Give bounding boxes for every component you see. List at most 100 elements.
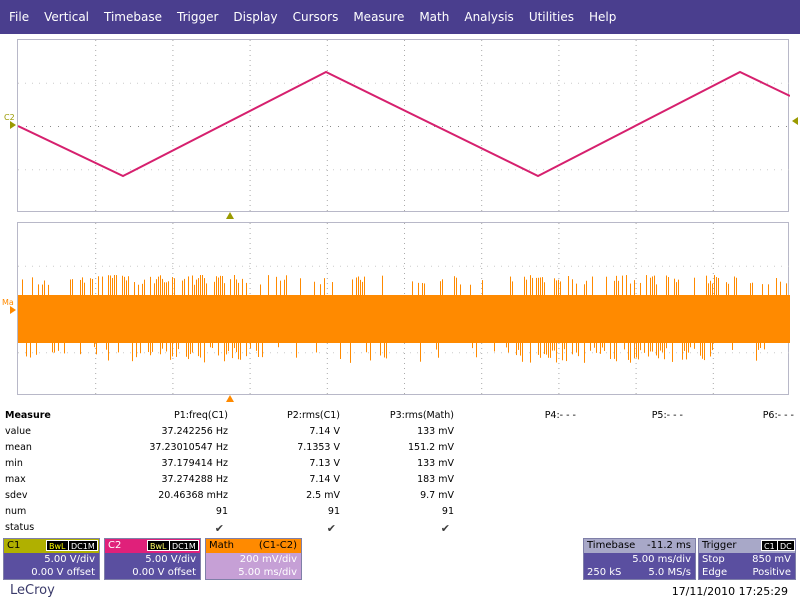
math-trace-segment: [578, 339, 579, 357]
grid-dot: [172, 115, 174, 116]
grid-dot: [712, 95, 714, 96]
grid-dot: [404, 238, 405, 239]
upper-waveform-grid[interactable]: [17, 39, 790, 212]
menu-cursors[interactable]: Cursors: [292, 10, 339, 24]
grid-dot: [712, 150, 714, 151]
grid-dot: [558, 125, 560, 126]
menu-help[interactable]: Help: [588, 10, 617, 24]
math-trace-segment: [568, 276, 569, 301]
menu-display[interactable]: Display: [233, 10, 278, 24]
measure-header-p2[interactable]: P2:rms(C1): [286, 410, 340, 421]
grid-dot: [481, 95, 483, 96]
grid-dot: [481, 145, 483, 146]
menu-timebase[interactable]: Timebase: [104, 10, 162, 24]
grid-dot: [249, 160, 251, 161]
c2-channel-box[interactable]: C2 BwL DC1M 5.00 V/div 0.00 V offset: [104, 538, 201, 580]
grid-dot: [95, 170, 97, 171]
grid-dot: [249, 358, 251, 359]
grid-dot: [635, 283, 637, 284]
c1-channel-box[interactable]: C1 BwL DC1M 5.00 V/div 0.00 V offset: [3, 538, 100, 580]
math-trace-segment: [108, 339, 109, 361]
menu-vertical[interactable]: Vertical: [44, 10, 90, 24]
trigger-coupling-tag: DC: [777, 540, 795, 551]
math-trace-segment: [278, 339, 279, 348]
grid-dot: [712, 175, 714, 176]
measure-cell: 7.1353 V: [297, 442, 340, 453]
grid-dot: [249, 205, 251, 206]
grid-dot: [172, 248, 174, 249]
math-trace-segment: [648, 339, 649, 357]
math-trace-segment: [686, 339, 687, 360]
grid-dot: [635, 223, 637, 224]
trigger-position-marker-upper[interactable]: [226, 212, 234, 219]
math-trace-segment: [536, 277, 537, 302]
menu-measure[interactable]: Measure: [353, 10, 405, 24]
math-trace-segment: [18, 295, 790, 343]
math-trace-segment: [260, 284, 261, 309]
c2-ground-marker-left[interactable]: [10, 121, 16, 129]
grid-dot: [558, 195, 560, 196]
grid-dot: [635, 165, 637, 166]
c1-bwl-tag: BwL: [46, 540, 69, 551]
measure-header-p6[interactable]: P6:- - -: [762, 410, 794, 421]
timebase-box[interactable]: Timebase -11.2 ms 5.00 ms/div 250 kS 5.0…: [583, 538, 696, 580]
grid-dot: [249, 40, 251, 41]
math-ground-marker-left[interactable]: [10, 306, 16, 314]
grid-dot: [95, 155, 97, 156]
grid-dot: [404, 200, 405, 201]
menu-utilities[interactable]: Utilities: [528, 10, 574, 24]
c2-trace-label[interactable]: C2: [4, 113, 15, 122]
measure-header-p4[interactable]: P4:- - -: [544, 410, 576, 421]
math-trace-segment: [702, 339, 703, 359]
lower-waveform-grid[interactable]: [17, 222, 790, 395]
grid-dot: [95, 40, 97, 41]
measure-row-sdev: sdev 20.46368 mHz 2.5 mV 9.7 mV: [0, 490, 800, 506]
grid-dot: [404, 263, 405, 264]
grid-dot: [95, 100, 97, 101]
grid-dot: [95, 75, 97, 76]
menu-file[interactable]: File: [9, 10, 30, 24]
grid-dot: [635, 180, 637, 181]
grid-dot: [249, 388, 251, 389]
grid-dot: [712, 65, 714, 66]
grid-dot: [95, 223, 97, 224]
math-trace-segment: [510, 276, 511, 301]
grid-dot: [481, 65, 483, 66]
math-trace-segment: [764, 339, 765, 350]
measure-table: Measure P1:freq(C1) P2:rms(C1) P3:rms(Ma…: [0, 408, 800, 536]
math-trace-label[interactable]: Ma: [2, 298, 14, 307]
math-trace-segment: [162, 278, 163, 303]
grid-dot: [95, 120, 97, 121]
measure-header-p5[interactable]: P5:- - -: [651, 410, 683, 421]
math-trace-segment: [206, 283, 207, 308]
grid-dot: [95, 115, 97, 116]
grid-dot: [95, 378, 97, 379]
math-channel-box[interactable]: Math (C1-C2) 200 mV/div 5.00 ms/div: [205, 538, 302, 580]
grid-dot: [635, 50, 637, 51]
grid-dot: [249, 80, 251, 81]
menu-trigger[interactable]: Trigger: [177, 10, 219, 24]
measure-header-p1[interactable]: P1:freq(C1): [174, 410, 228, 421]
menu-analysis[interactable]: Analysis: [464, 10, 514, 24]
grid-dot: [404, 75, 405, 76]
grid-dot: [558, 135, 560, 136]
grid-dot: [712, 223, 714, 224]
math-trace-segment: [320, 284, 321, 309]
math-trace-segment: [710, 280, 711, 305]
grid-dot: [558, 348, 560, 349]
trigger-box[interactable]: Trigger C1 DC Stop 850 mV Edge Positive: [698, 538, 796, 580]
measure-header-p3[interactable]: P3:rms(Math): [389, 410, 454, 421]
trigger-position-marker-lower[interactable]: [226, 395, 234, 402]
math-trace-segment: [170, 339, 171, 360]
grid-dot: [558, 393, 560, 394]
c1-coupling-tag: DC1M: [68, 540, 98, 551]
grid-dot: [172, 135, 174, 136]
menu-math[interactable]: Math: [419, 10, 450, 24]
math-trace-segment: [664, 339, 665, 360]
math-trace-segment: [576, 339, 577, 353]
grid-dot: [712, 40, 714, 41]
math-trace-segment: [52, 339, 53, 353]
math-trace-segment: [150, 276, 151, 301]
grid-dot: [558, 80, 560, 81]
c2-ground-marker-right[interactable]: [792, 117, 798, 125]
